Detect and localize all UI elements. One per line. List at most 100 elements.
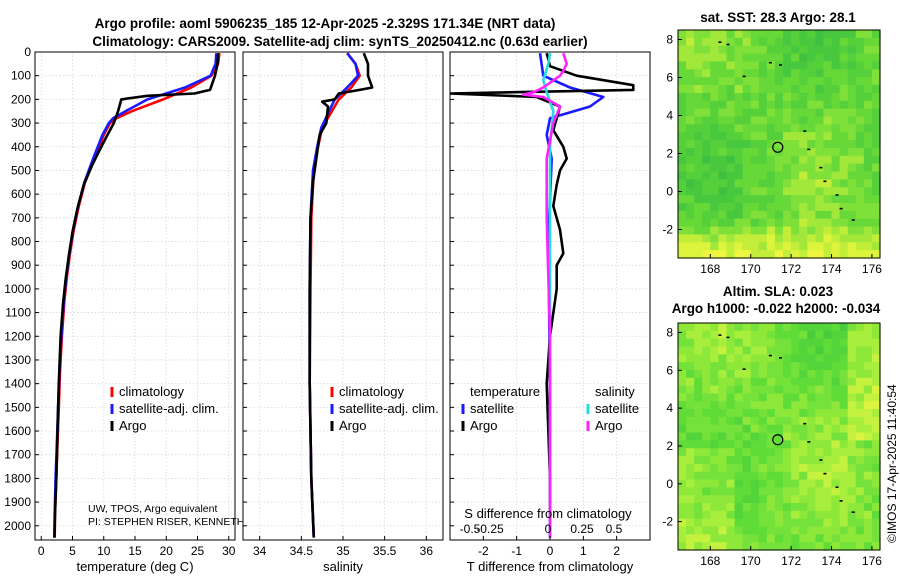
map-cell <box>734 424 744 434</box>
map-cell <box>823 100 833 110</box>
map-cell <box>815 510 825 520</box>
island-mark <box>823 180 827 183</box>
map-cell <box>799 440 808 449</box>
map-cell <box>799 401 808 410</box>
map-cell <box>831 542 841 551</box>
map-cell <box>702 424 711 434</box>
x-tick-label: 168 <box>700 554 720 568</box>
map-cell <box>766 362 776 371</box>
map-cell <box>758 487 768 496</box>
map-cell <box>702 401 711 410</box>
map-cell <box>742 369 752 379</box>
map-cell <box>783 45 792 55</box>
map-cell <box>710 187 719 196</box>
map-cell <box>742 132 752 141</box>
map-cell <box>815 210 825 220</box>
map-cell <box>742 518 752 528</box>
map-cell <box>694 77 703 86</box>
map-cell <box>734 479 744 488</box>
map-cell <box>750 171 760 180</box>
map-cell <box>678 401 687 410</box>
map-cell <box>750 226 760 236</box>
island-mark <box>839 207 843 210</box>
map-cell <box>839 226 849 236</box>
y-tick-label: 4 <box>666 401 673 415</box>
x-tick-label: 1 <box>580 544 587 558</box>
map-cell <box>855 432 865 442</box>
map-cell <box>742 424 752 434</box>
map-cell <box>766 77 776 86</box>
map-cell <box>799 187 808 196</box>
map-cell <box>863 518 873 528</box>
map-cell <box>799 487 808 496</box>
map-cell <box>710 354 719 363</box>
map-cell <box>807 323 816 332</box>
map-cell <box>839 147 849 157</box>
map-cell <box>791 330 800 340</box>
map-cell <box>807 155 816 165</box>
map-cell <box>871 440 881 449</box>
argo-location-marker <box>772 434 784 446</box>
map-cell <box>807 456 816 465</box>
map-cell <box>734 116 744 125</box>
map-cell <box>791 346 800 355</box>
map-cell <box>774 471 784 481</box>
map-cell <box>678 171 687 180</box>
map-cell <box>807 346 816 355</box>
map-cell <box>742 479 752 488</box>
map-cell <box>847 179 857 188</box>
map-cell <box>758 503 768 512</box>
map-cell <box>718 187 728 196</box>
map-cell <box>871 354 881 363</box>
y-tick-label: 1900 <box>4 495 31 509</box>
map-cell <box>734 69 744 78</box>
map-cell <box>783 100 792 110</box>
map-cell <box>686 210 695 220</box>
map-cell <box>815 338 825 348</box>
map-cell <box>742 393 752 402</box>
map-cell <box>678 179 687 188</box>
map-cell <box>702 155 711 165</box>
map-cell <box>734 210 744 220</box>
map-cell <box>855 218 865 228</box>
x-tick-label: 5 <box>69 544 76 558</box>
map-cell <box>839 108 849 118</box>
map-cell <box>678 526 687 535</box>
map-cell <box>863 179 873 188</box>
map-cell <box>750 202 760 212</box>
map-cell <box>791 179 800 188</box>
x-tick-label: 35 <box>336 544 350 558</box>
map-cell <box>855 330 865 340</box>
map-cell <box>855 140 865 149</box>
map-cell <box>766 330 776 340</box>
map-cell <box>855 323 865 332</box>
map-cell <box>758 463 768 473</box>
map-cell <box>726 416 736 426</box>
map-cell <box>871 132 881 141</box>
map-cell <box>734 218 744 228</box>
y-tick-label: 2 <box>666 439 673 453</box>
map-cell <box>855 542 865 551</box>
map-cell <box>742 534 752 543</box>
map-cell <box>863 210 873 220</box>
map-cell <box>686 108 695 118</box>
map-cell <box>734 526 744 535</box>
map-cell <box>831 346 841 355</box>
map-cell <box>750 346 760 355</box>
map-cell <box>855 132 865 141</box>
map-cell <box>710 456 719 465</box>
map-cell <box>718 218 728 228</box>
map-cell <box>791 61 800 70</box>
map-cell <box>871 362 881 371</box>
map-cell <box>766 108 776 118</box>
map-cell <box>726 140 736 149</box>
map-cell <box>791 354 800 363</box>
map-cell <box>815 377 825 387</box>
map-cell <box>807 448 816 457</box>
map-cell <box>734 163 744 173</box>
map-cell <box>678 456 687 465</box>
y-tick-label: 4 <box>666 109 673 123</box>
y-tick-label: 900 <box>11 258 31 272</box>
y-tick-label: 500 <box>11 163 31 177</box>
map-cell <box>855 92 865 102</box>
